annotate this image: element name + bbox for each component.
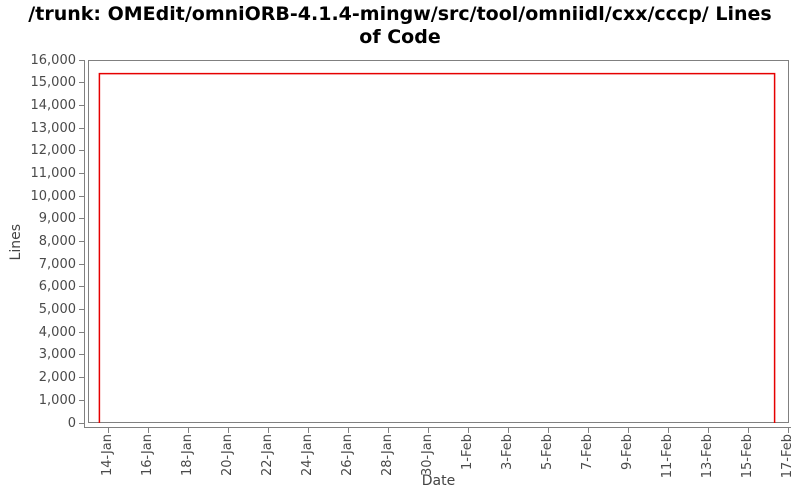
y-tick-label: 8,000: [38, 234, 76, 249]
x-tick-mark: [508, 428, 509, 433]
chart-title: /trunk: OMEdit/omniORB-4.1.4-mingw/src/t…: [0, 3, 800, 49]
y-tick-mark: [79, 263, 84, 265]
y-tick-mark: [79, 104, 84, 106]
x-tick-mark: [388, 428, 389, 433]
x-tick-label: 14-Jan: [100, 434, 115, 476]
x-tick-label: 1-Feb: [460, 434, 475, 470]
x-tick-mark: [428, 428, 429, 433]
y-tick-label: 9,000: [38, 211, 76, 227]
y-tick-mark: [79, 377, 84, 379]
y-axis-line: [84, 60, 85, 428]
y-tick-label: 14,000: [30, 97, 77, 113]
y-tick-label: 11,000: [30, 165, 77, 181]
y-tick-label: 2,000: [38, 370, 76, 386]
x-tick-label: 5-Feb: [540, 434, 555, 470]
x-tick-mark: [748, 428, 749, 433]
x-tick-mark: [188, 428, 189, 433]
y-tick-label: 10,000: [30, 188, 77, 204]
x-tick-label: 13-Feb: [700, 434, 715, 479]
y-tick-mark: [79, 309, 84, 311]
y-tick-label: 12,000: [30, 143, 77, 159]
y-tick-mark: [79, 172, 84, 174]
y-tick-mark: [79, 354, 84, 356]
x-axis-line: [84, 427, 791, 428]
x-tick-mark: [468, 428, 469, 433]
y-tick-label: 16,000: [30, 52, 77, 68]
x-tick-mark: [788, 428, 789, 433]
y-tick-mark: [79, 241, 84, 242]
x-tick-label: 11-Feb: [660, 434, 675, 479]
x-tick-label: 30-Jan: [420, 434, 435, 476]
x-tick-label: 9-Feb: [620, 434, 635, 470]
plot-area: [88, 60, 789, 423]
chart-title-line2: of Code: [359, 26, 441, 48]
x-tick-label: 7-Feb: [580, 434, 595, 470]
x-tick-label: 16-Jan: [140, 434, 155, 476]
x-tick-mark: [668, 428, 669, 433]
x-tick-mark: [588, 428, 589, 433]
x-tick-label: 15-Feb: [740, 434, 755, 479]
y-tick-mark: [79, 422, 84, 424]
y-tick-mark: [79, 218, 84, 220]
y-tick-label: 15,000: [30, 75, 77, 91]
y-tick-mark: [79, 59, 84, 61]
y-tick-label: 1,000: [38, 392, 76, 408]
y-tick-label: 13,000: [30, 120, 77, 136]
x-tick-mark: [228, 428, 229, 433]
y-tick-mark: [79, 286, 84, 288]
y-tick-label: 5,000: [38, 302, 76, 318]
x-tick-label: 28-Jan: [380, 434, 395, 476]
y-tick-mark: [79, 150, 84, 152]
chart-title-line1: /trunk: OMEdit/omniORB-4.1.4-mingw/src/t…: [28, 3, 772, 25]
x-tick-mark: [308, 428, 309, 433]
y-tick-mark: [79, 127, 84, 129]
x-axis-title: Date: [421, 473, 456, 489]
x-tick-label: 24-Jan: [300, 434, 315, 476]
y-tick-mark: [79, 331, 84, 333]
y-tick-mark: [79, 399, 84, 401]
x-tick-label: 18-Jan: [180, 434, 195, 476]
x-tick-mark: [348, 428, 349, 433]
y-tick-label: 4,000: [38, 324, 76, 340]
x-tick-mark: [268, 428, 269, 433]
y-tick-label: 6,000: [38, 279, 76, 295]
x-tick-label: 17-Feb: [780, 434, 795, 479]
y-tick-mark: [79, 82, 84, 84]
x-tick-mark: [548, 428, 549, 433]
plot-border: [88, 60, 789, 423]
y-tick-label: 0: [67, 415, 76, 431]
x-tick-mark: [708, 428, 709, 433]
x-tick-label: 20-Jan: [220, 434, 235, 476]
x-tick-mark: [628, 428, 629, 433]
y-tick-label: 3,000: [38, 347, 76, 363]
x-tick-mark: [148, 428, 149, 433]
x-tick-label: 22-Jan: [260, 434, 275, 476]
series-line: [98, 72, 776, 423]
x-tick-label: 26-Jan: [340, 434, 355, 476]
y-tick-label: 7,000: [38, 256, 76, 272]
x-tick-label: 3-Feb: [500, 434, 515, 470]
y-tick-mark: [79, 195, 84, 197]
x-tick-mark: [108, 428, 109, 433]
